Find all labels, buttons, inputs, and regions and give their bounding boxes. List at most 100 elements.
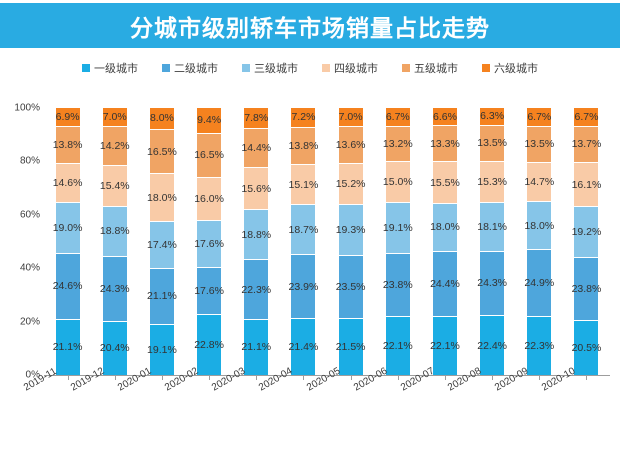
bar-segment[interactable]: 23.8% (383, 253, 413, 318)
bar-segment[interactable]: 14.4% (241, 129, 271, 169)
bar-segment[interactable]: 15.5% (430, 162, 460, 204)
bar-column[interactable]: 7.8% 14.4% 15.6% 18.8% 22.3% 21.1% (233, 108, 280, 380)
bar-segment-value-label: 6.3% (480, 110, 505, 123)
bar-segment[interactable]: 6.6% (432, 108, 457, 127)
bar-segment[interactable]: 15.0% (383, 162, 413, 203)
bar-segment[interactable]: 16.5% (194, 133, 224, 178)
bar-segment[interactable]: 18.8% (241, 210, 271, 261)
bar-column[interactable]: 6.6% 13.3% 15.5% 18.0% 24.4% 22.1% (421, 108, 468, 380)
bar-segment-value-label: 24.3% (477, 277, 508, 290)
bar-column[interactable]: 6.7% 13.5% 14.7% 18.0% 24.9% 22.3% (516, 108, 563, 380)
bar-column[interactable]: 7.0% 14.2% 15.4% 18.8% 24.3% 20.4% (91, 108, 138, 380)
x-axis-label-cell: 2019-11 (22, 366, 91, 432)
bar-segment[interactable]: 15.4% (100, 165, 130, 207)
bar-segment[interactable]: 24.3% (100, 257, 130, 322)
bar-segment[interactable]: 24.3% (477, 251, 508, 317)
bar-segment[interactable]: 22.1% (383, 317, 413, 376)
bar-segment[interactable]: 6.7% (527, 108, 552, 127)
bar-column[interactable]: 6.9% 13.8% 14.6% 19.0% 24.6% 21.1% (44, 108, 91, 380)
x-axis-tickmark (444, 375, 446, 380)
bar-segment-value-label: 6.6% (432, 110, 457, 123)
bar-segment[interactable]: 17.4% (147, 222, 177, 269)
bar-segment[interactable]: 18.0% (430, 203, 460, 253)
legend-item[interactable]: 三级城市 (242, 60, 298, 76)
bar-segment[interactable]: 13.8% (53, 127, 82, 165)
bar-segment[interactable]: 19.1% (147, 325, 177, 375)
bar-segment[interactable]: 13.7% (572, 126, 601, 164)
bar-segment[interactable]: 17.6% (194, 268, 224, 316)
bar-segment[interactable]: 22.3% (524, 316, 555, 375)
bar-segment[interactable]: 14.7% (524, 162, 554, 203)
bar-segment[interactable]: 19.2% (572, 206, 601, 258)
bar-segment-value-label: 13.2% (382, 137, 413, 150)
bar-segment[interactable]: 6.7% (574, 108, 599, 127)
bar-segment[interactable]: 24.6% (53, 254, 82, 320)
bar-segment[interactable]: 18.0% (524, 202, 554, 251)
bar-segment[interactable]: 6.3% (480, 108, 505, 126)
bar-segment[interactable]: 22.4% (477, 316, 507, 375)
bar-segment[interactable]: 7.2% (291, 108, 316, 128)
legend-item[interactable]: 二级城市 (162, 60, 218, 76)
bar-segment[interactable]: 19.3% (336, 204, 366, 257)
bar-column[interactable]: 6.7% 13.2% 15.0% 19.1% 23.8% 22.1% (374, 108, 421, 380)
bar-segment[interactable]: 23.5% (336, 256, 366, 319)
bar-segment[interactable]: 22.1% (430, 317, 460, 375)
bar-segment[interactable]: 18.1% (477, 203, 507, 252)
bar-segment[interactable]: 14.6% (53, 164, 82, 204)
bar-segment[interactable]: 14.2% (100, 127, 130, 166)
bar-segment[interactable]: 21.4% (289, 318, 318, 375)
bar-segment[interactable]: 13.6% (336, 127, 366, 164)
bar-segment[interactable]: 16.5% (147, 129, 177, 175)
bar-segment[interactable]: 21.5% (336, 318, 366, 376)
bar-segment[interactable]: 22.3% (241, 260, 271, 320)
bar-segment[interactable]: 8.0% (149, 108, 174, 130)
bar-segment[interactable]: 16.1% (572, 163, 601, 207)
bar-segment[interactable]: 6.7% (385, 108, 410, 127)
bar-segment[interactable]: 20.4% (100, 321, 130, 376)
bar-segment[interactable]: 6.9% (55, 108, 80, 128)
legend-item[interactable]: 四级城市 (322, 60, 378, 76)
bar-column[interactable]: 7.2% 13.8% 15.1% 18.7% 23.9% 21.4% (280, 108, 327, 380)
bar-segment[interactable]: 18.7% (289, 205, 318, 256)
bar-column[interactable]: 6.7% 13.7% 16.1% 19.2% 23.8% 20.5% (563, 108, 610, 380)
bar-column[interactable]: 9.4% 16.5% 16.0% 17.6% 17.6% 22.8% (186, 108, 233, 380)
legend-item[interactable]: 一级城市 (82, 60, 138, 76)
bar-segment-value-label: 23.8% (571, 283, 602, 296)
bar-segment[interactable]: 21.1% (241, 319, 271, 375)
bar-segment[interactable]: 13.3% (430, 126, 460, 163)
bar-segment[interactable]: 7.8% (244, 108, 269, 130)
bar-segment[interactable]: 23.9% (289, 255, 318, 319)
bar-segment[interactable]: 7.0% (338, 108, 363, 128)
bar-segment[interactable]: 18.0% (147, 174, 177, 223)
bar-segment[interactable]: 13.5% (477, 125, 507, 162)
bar-segment[interactable]: 13.8% (289, 127, 318, 165)
bar-segment[interactable]: 15.3% (477, 161, 507, 204)
bar-segment[interactable]: 17.6% (194, 220, 224, 269)
bar-segment[interactable]: 13.5% (524, 126, 554, 163)
legend-item[interactable]: 五级城市 (402, 60, 458, 76)
bar-segment[interactable]: 24.9% (524, 250, 554, 317)
x-axis-label-cell: 2020-01 (116, 366, 185, 432)
bar-segment[interactable]: 21.1% (53, 319, 82, 375)
bar-segment[interactable]: 23.8% (572, 257, 601, 322)
legend-item[interactable]: 六级城市 (482, 60, 538, 76)
bar-segment[interactable]: 24.4% (430, 252, 460, 318)
bar-column[interactable]: 8.0% 16.5% 18.0% 17.4% 21.1% 19.1% (138, 108, 185, 380)
bar-segment[interactable]: 19.1% (383, 202, 413, 254)
x-axis-label-cell: 2020-04 (257, 366, 327, 432)
bar-segment[interactable]: 15.6% (241, 168, 271, 211)
bar-column[interactable]: 7.0% 13.6% 15.2% 19.3% 23.5% 21.5% (327, 108, 374, 380)
bar-segment[interactable]: 21.1% (147, 268, 177, 326)
bar-segment[interactable]: 7.0% (102, 108, 127, 128)
bar-segment[interactable]: 20.5% (572, 321, 601, 375)
bar-segment[interactable]: 18.8% (100, 206, 130, 258)
bar-column[interactable]: 6.3% 13.5% 15.3% 18.1% 24.3% 22.4% (469, 108, 516, 380)
bar-segment[interactable]: 15.1% (289, 164, 318, 206)
bar-segment-value-label: 22.3% (524, 339, 555, 352)
bar-segment[interactable]: 19.0% (53, 203, 82, 255)
bar-segment[interactable]: 13.2% (382, 126, 413, 163)
bar-segment[interactable]: 22.8% (194, 315, 224, 375)
bar-segment[interactable]: 9.4% (197, 108, 222, 134)
bar-segment[interactable]: 15.2% (336, 163, 366, 205)
bar-segment[interactable]: 16.0% (194, 177, 224, 221)
